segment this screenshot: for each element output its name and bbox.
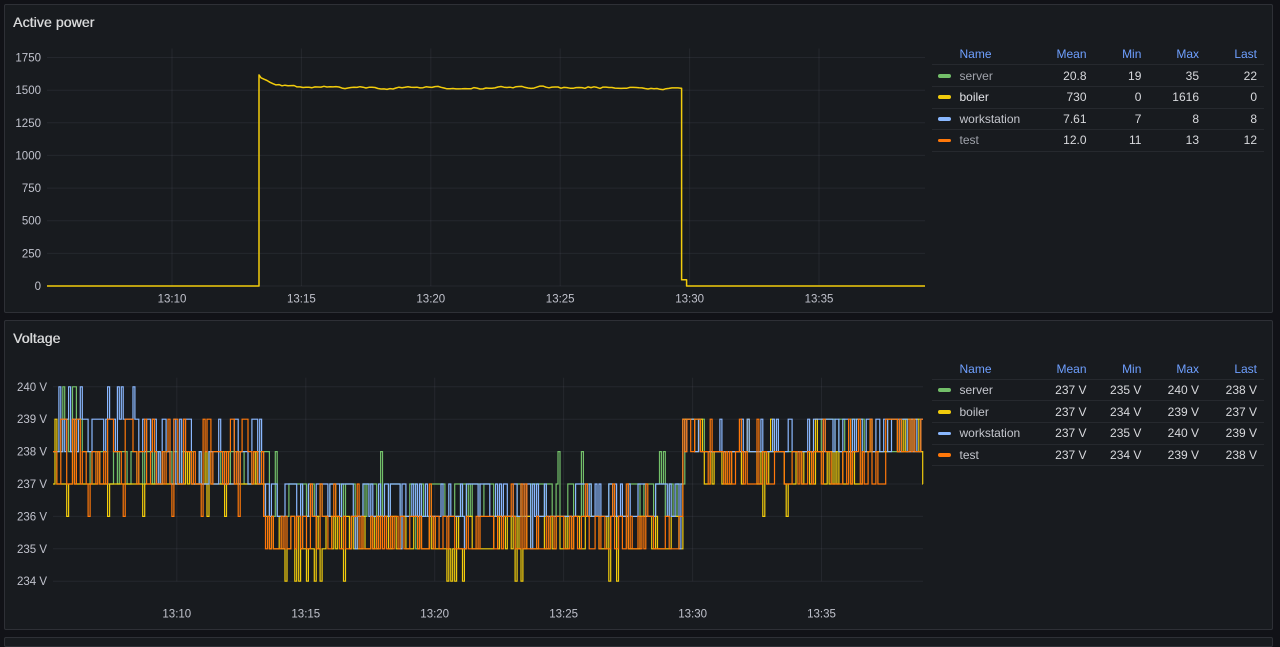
svg-text:235 V: 235 V xyxy=(17,544,47,556)
svg-text:13:30: 13:30 xyxy=(678,609,707,621)
svg-text:1500: 1500 xyxy=(15,85,41,97)
svg-text:240 V: 240 V xyxy=(17,382,47,394)
svg-text:250: 250 xyxy=(22,248,41,260)
svg-text:13:20: 13:20 xyxy=(416,294,445,306)
svg-text:238 V: 238 V xyxy=(17,447,47,459)
svg-text:236 V: 236 V xyxy=(17,511,47,523)
svg-text:500: 500 xyxy=(22,216,41,228)
svg-text:1250: 1250 xyxy=(15,118,41,130)
svg-text:13:30: 13:30 xyxy=(675,294,704,306)
svg-text:1000: 1000 xyxy=(15,150,41,162)
svg-text:13:35: 13:35 xyxy=(807,609,836,621)
svg-text:239 V: 239 V xyxy=(17,414,47,426)
svg-text:237 V: 237 V xyxy=(17,479,47,491)
svg-text:234 V: 234 V xyxy=(17,576,47,588)
svg-text:13:10: 13:10 xyxy=(162,609,191,621)
svg-text:13:35: 13:35 xyxy=(805,294,834,306)
svg-text:13:25: 13:25 xyxy=(546,294,575,306)
svg-text:13:25: 13:25 xyxy=(549,609,578,621)
svg-text:13:15: 13:15 xyxy=(291,609,320,621)
svg-text:750: 750 xyxy=(22,183,41,195)
svg-text:0: 0 xyxy=(35,281,41,293)
svg-text:13:15: 13:15 xyxy=(287,294,316,306)
svg-text:13:20: 13:20 xyxy=(420,609,449,621)
svg-text:1750: 1750 xyxy=(15,53,41,65)
svg-text:13:10: 13:10 xyxy=(158,294,187,306)
